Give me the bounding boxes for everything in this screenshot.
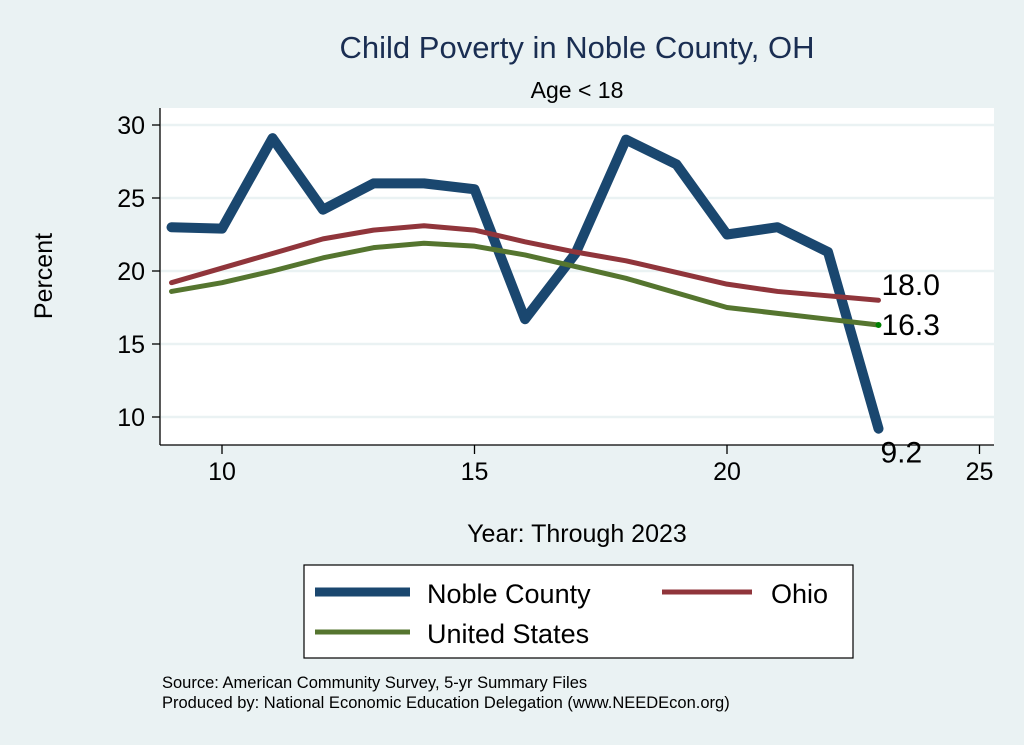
legend-box <box>303 564 854 659</box>
series-line-united-states <box>169 240 881 328</box>
legend: Noble County Ohio United States <box>303 564 854 659</box>
y-tick-label: 25 <box>117 185 145 213</box>
y-tick-label: 20 <box>117 258 145 286</box>
source-note: Source: American Community Survey, 5-yr … <box>162 674 587 692</box>
y-tick-label: 10 <box>117 404 145 432</box>
gridlines <box>161 123 994 419</box>
legend-label-ohio: Ohio <box>771 579 828 609</box>
x-axis-label: Year: Through 2023 <box>467 520 687 548</box>
end-label-united-states: 16.3 <box>882 309 940 342</box>
series-line-noble-county <box>166 133 884 434</box>
chart-subtitle: Age < 18 <box>531 77 624 103</box>
legend-label-noble-county: Noble County <box>427 579 591 609</box>
endpoint-marker-united-states <box>875 322 882 329</box>
y-tick-label: 30 <box>117 112 145 140</box>
producer-note: Produced by: National Economic Education… <box>162 694 730 712</box>
x-tick-label: 15 <box>461 458 489 486</box>
legend-label-united-states: United States <box>427 619 589 649</box>
x-tick-label: 10 <box>208 458 236 486</box>
x-tick-label: 20 <box>713 458 741 486</box>
end-label-noble-county: 9.2 <box>881 437 923 470</box>
x-tick-label: 25 <box>966 458 994 486</box>
y-tick-label: 15 <box>117 331 145 359</box>
chart-title: Child Poverty in Noble County, OH <box>340 30 815 65</box>
axes <box>159 108 994 446</box>
end-label-ohio: 18.0 <box>882 269 940 302</box>
y-axis-label: Percent <box>30 233 58 319</box>
series-line-ohio <box>169 223 881 303</box>
plot-area <box>160 108 994 445</box>
